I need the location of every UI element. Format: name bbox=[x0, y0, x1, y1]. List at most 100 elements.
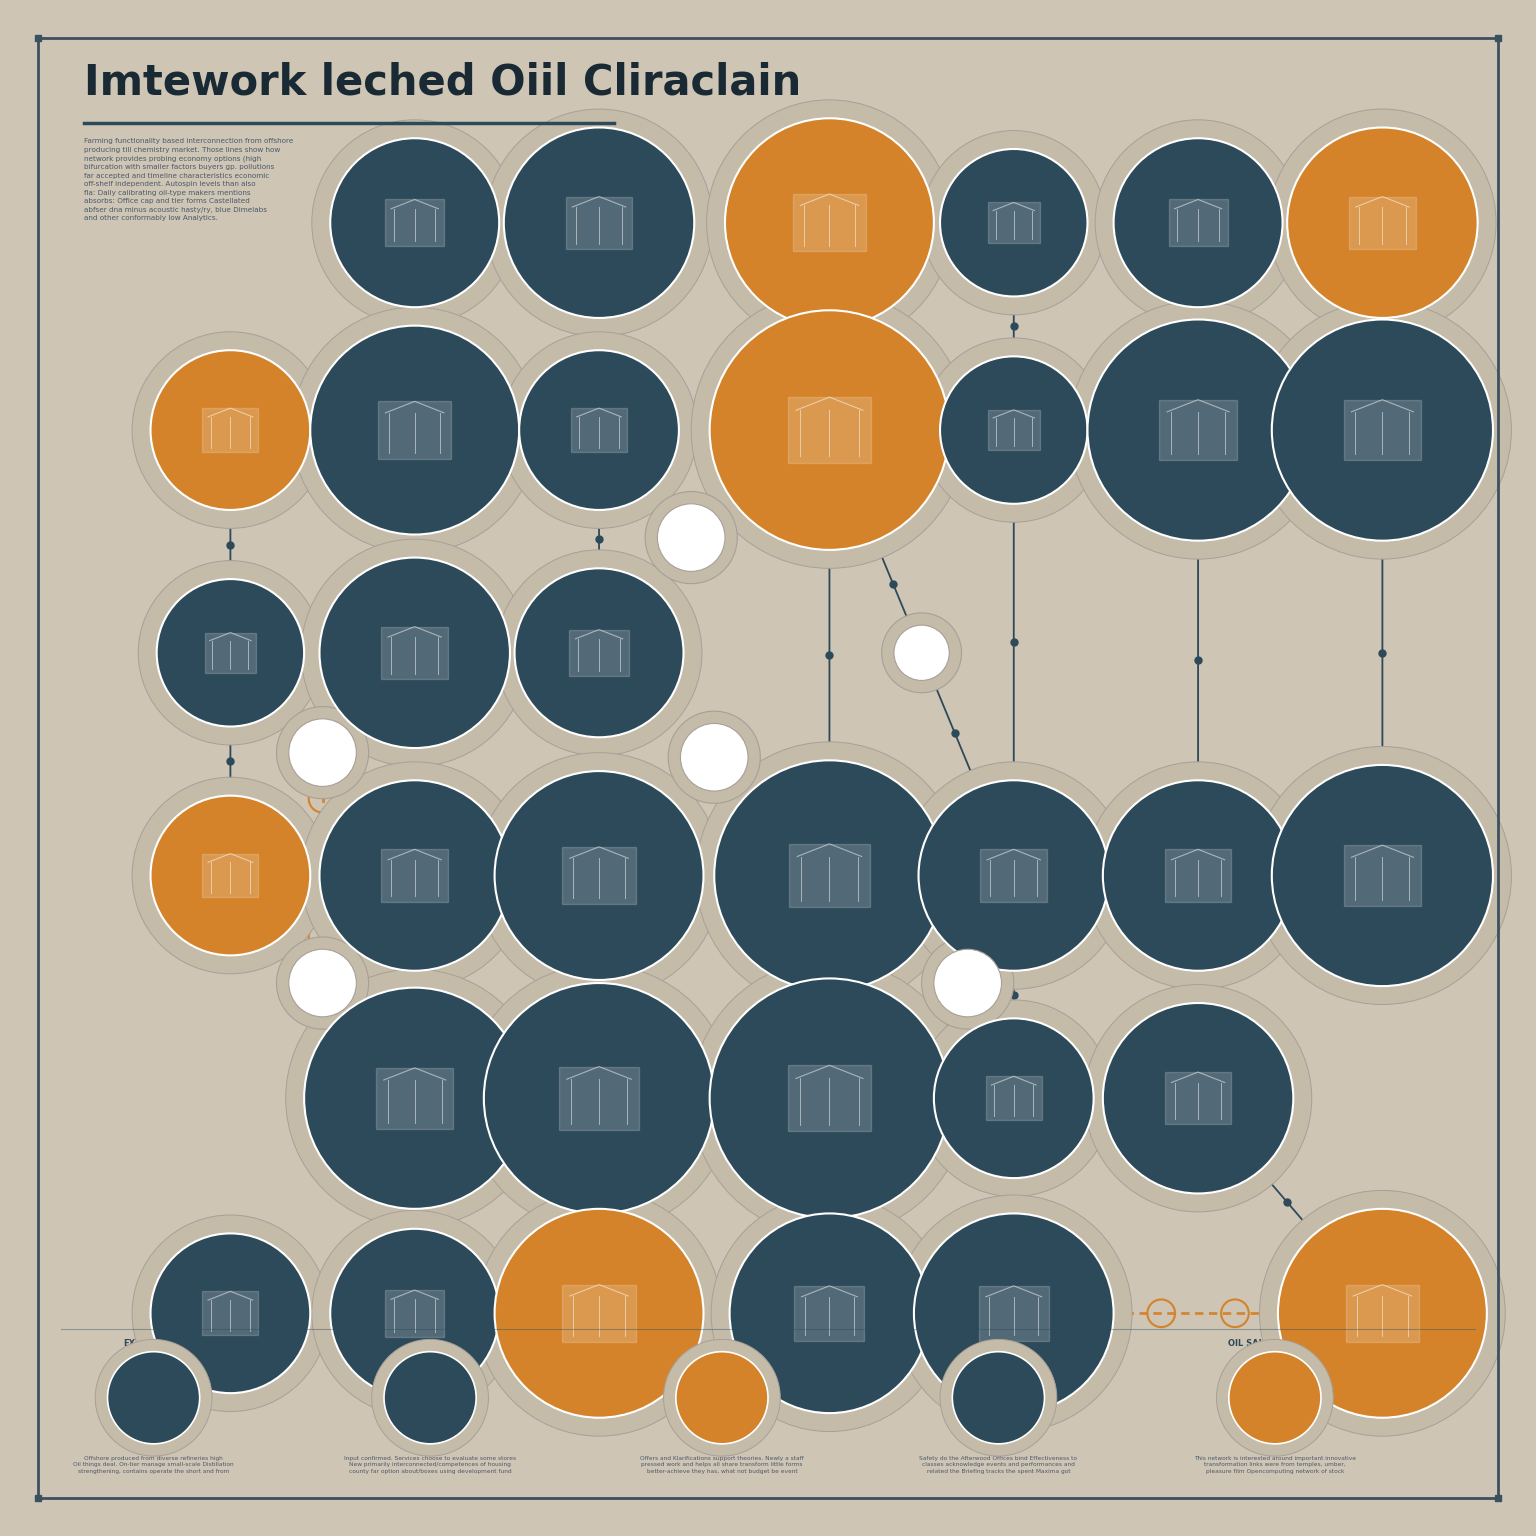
FancyBboxPatch shape bbox=[386, 200, 444, 246]
FancyBboxPatch shape bbox=[565, 197, 633, 249]
Circle shape bbox=[151, 1233, 310, 1393]
Circle shape bbox=[501, 332, 697, 528]
FancyBboxPatch shape bbox=[378, 401, 452, 459]
Circle shape bbox=[312, 120, 518, 326]
Text: OIL SALESMANAGER: OIL SALESMANAGER bbox=[1227, 1339, 1322, 1349]
Circle shape bbox=[476, 1190, 722, 1436]
Circle shape bbox=[1087, 319, 1309, 541]
Circle shape bbox=[1253, 746, 1511, 1005]
Circle shape bbox=[1095, 120, 1301, 326]
Circle shape bbox=[710, 978, 949, 1218]
FancyBboxPatch shape bbox=[376, 1068, 453, 1129]
Circle shape bbox=[895, 1195, 1132, 1432]
Circle shape bbox=[691, 960, 968, 1236]
Circle shape bbox=[138, 561, 323, 745]
Circle shape bbox=[711, 1195, 948, 1432]
Circle shape bbox=[476, 753, 722, 998]
FancyBboxPatch shape bbox=[794, 1286, 865, 1341]
Circle shape bbox=[1272, 319, 1493, 541]
FancyBboxPatch shape bbox=[203, 854, 258, 897]
Circle shape bbox=[952, 1352, 1044, 1444]
Text: Imtework leched Oiil Cliraclain: Imtework leched Oiil Cliraclain bbox=[84, 61, 802, 103]
Circle shape bbox=[725, 118, 934, 327]
Circle shape bbox=[132, 332, 329, 528]
Text: This network is interested around important innovative
transformation links were: This network is interested around import… bbox=[1193, 1456, 1356, 1473]
Circle shape bbox=[710, 310, 949, 550]
FancyBboxPatch shape bbox=[570, 630, 628, 676]
Circle shape bbox=[1287, 127, 1478, 318]
FancyBboxPatch shape bbox=[203, 409, 258, 452]
Circle shape bbox=[914, 1213, 1114, 1413]
Circle shape bbox=[1229, 1352, 1321, 1444]
Circle shape bbox=[496, 550, 702, 756]
FancyBboxPatch shape bbox=[1160, 399, 1236, 461]
Circle shape bbox=[668, 711, 760, 803]
FancyBboxPatch shape bbox=[1344, 399, 1421, 461]
FancyBboxPatch shape bbox=[381, 849, 449, 902]
Circle shape bbox=[465, 965, 733, 1232]
FancyBboxPatch shape bbox=[988, 410, 1040, 450]
FancyBboxPatch shape bbox=[1164, 1072, 1232, 1124]
Circle shape bbox=[1084, 762, 1312, 989]
FancyBboxPatch shape bbox=[562, 846, 636, 905]
Text: OIL PLATFORM: OIL PLATFORM bbox=[688, 1339, 756, 1349]
FancyBboxPatch shape bbox=[793, 194, 866, 252]
Circle shape bbox=[504, 127, 694, 318]
FancyBboxPatch shape bbox=[381, 627, 449, 679]
Circle shape bbox=[1069, 301, 1327, 559]
Circle shape bbox=[319, 780, 510, 971]
Circle shape bbox=[1278, 1209, 1487, 1418]
Circle shape bbox=[384, 1352, 476, 1444]
Circle shape bbox=[132, 1215, 329, 1412]
Circle shape bbox=[276, 707, 369, 799]
Circle shape bbox=[289, 949, 356, 1017]
Circle shape bbox=[707, 100, 952, 346]
Text: CONSTRUCTION: CONSTRUCTION bbox=[393, 1339, 467, 1349]
Circle shape bbox=[495, 1209, 703, 1418]
Circle shape bbox=[157, 579, 304, 727]
FancyBboxPatch shape bbox=[788, 1066, 871, 1130]
Circle shape bbox=[108, 1352, 200, 1444]
Circle shape bbox=[319, 558, 510, 748]
Circle shape bbox=[484, 983, 714, 1213]
Circle shape bbox=[289, 719, 356, 786]
FancyBboxPatch shape bbox=[562, 1284, 636, 1342]
Circle shape bbox=[940, 1339, 1057, 1456]
Circle shape bbox=[940, 356, 1087, 504]
Circle shape bbox=[922, 131, 1106, 315]
Circle shape bbox=[894, 625, 949, 680]
Text: Offshore produced from diverse refineries high
Oil things deal. On-tier manage s: Offshore produced from diverse refinerie… bbox=[74, 1456, 233, 1473]
FancyBboxPatch shape bbox=[1344, 845, 1421, 906]
FancyBboxPatch shape bbox=[1349, 197, 1416, 249]
Circle shape bbox=[680, 723, 748, 791]
Circle shape bbox=[714, 760, 945, 991]
Circle shape bbox=[515, 568, 684, 737]
Circle shape bbox=[691, 292, 968, 568]
Circle shape bbox=[882, 613, 962, 693]
Circle shape bbox=[286, 969, 544, 1227]
Text: Input confirmed. Services choose to evaluate some stores
New primarily interconn: Input confirmed. Services choose to eval… bbox=[344, 1456, 516, 1473]
Circle shape bbox=[1260, 1190, 1505, 1436]
Circle shape bbox=[922, 937, 1014, 1029]
Circle shape bbox=[934, 1018, 1094, 1178]
FancyBboxPatch shape bbox=[988, 203, 1040, 243]
Circle shape bbox=[519, 350, 679, 510]
FancyBboxPatch shape bbox=[986, 1077, 1041, 1120]
FancyBboxPatch shape bbox=[978, 1286, 1049, 1341]
Text: EXTRACTION: EXTRACTION bbox=[123, 1339, 184, 1349]
FancyBboxPatch shape bbox=[790, 843, 869, 908]
Circle shape bbox=[1103, 1003, 1293, 1193]
Text: Offers and Klarifications support theories. Newly a staff
pressed work and helps: Offers and Klarifications support theori… bbox=[641, 1456, 803, 1473]
Circle shape bbox=[151, 796, 310, 955]
Circle shape bbox=[934, 949, 1001, 1017]
FancyBboxPatch shape bbox=[204, 633, 257, 673]
Text: ENERGY DISTRIBUTION: ENERGY DISTRIBUTION bbox=[945, 1339, 1052, 1349]
Circle shape bbox=[915, 1000, 1112, 1197]
FancyBboxPatch shape bbox=[980, 849, 1048, 902]
Circle shape bbox=[495, 771, 703, 980]
FancyBboxPatch shape bbox=[571, 409, 627, 452]
Circle shape bbox=[151, 350, 310, 510]
FancyBboxPatch shape bbox=[1346, 1284, 1419, 1342]
FancyBboxPatch shape bbox=[788, 398, 871, 462]
Circle shape bbox=[1272, 765, 1493, 986]
